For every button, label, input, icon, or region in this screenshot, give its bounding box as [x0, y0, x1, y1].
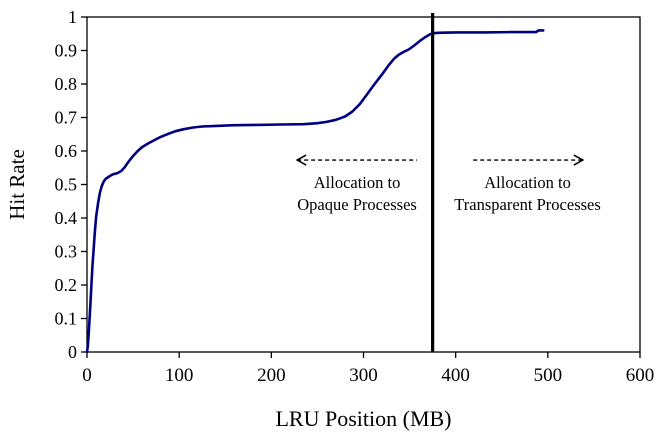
y-tick-label: 0 [68, 342, 77, 362]
x-tick-label: 600 [626, 365, 655, 386]
y-tick-label: 0.8 [55, 74, 78, 94]
x-axis-title: LRU Position (MB) [275, 406, 451, 431]
transparent-allocation-label-line2: Transparent Processes [454, 195, 601, 214]
y-tick-label: 0.9 [55, 41, 78, 61]
y-tick-label: 0.6 [55, 141, 78, 161]
x-tick-label: 200 [257, 365, 286, 386]
y-tick-label: 0.4 [55, 208, 78, 228]
y-tick-label: 0.3 [55, 242, 78, 262]
opaque-allocation-label-line2: Opaque Processes [297, 195, 417, 214]
y-tick-label: 1 [68, 7, 77, 27]
arrowhead-right-icon [573, 154, 585, 166]
y-tick-label: 0.1 [55, 309, 78, 329]
x-tick-label: 500 [534, 365, 563, 386]
opaque-allocation-label-line1: Allocation to [314, 173, 401, 192]
y-tick-label: 0.7 [55, 108, 78, 128]
arrowhead-left-icon [295, 154, 307, 166]
x-tick-label: 0 [82, 365, 92, 386]
transparent-allocation-label-line1: Allocation to [484, 173, 571, 192]
x-tick-label: 300 [349, 365, 378, 386]
y-axis-title: Hit Rate [5, 149, 29, 220]
series-hit-rate-curve [85, 29, 545, 354]
y-tick-label: 0.5 [55, 175, 78, 195]
x-tick-label: 100 [165, 365, 194, 386]
y-tick-label: 0.2 [55, 275, 78, 295]
x-tick-label: 400 [441, 365, 470, 386]
